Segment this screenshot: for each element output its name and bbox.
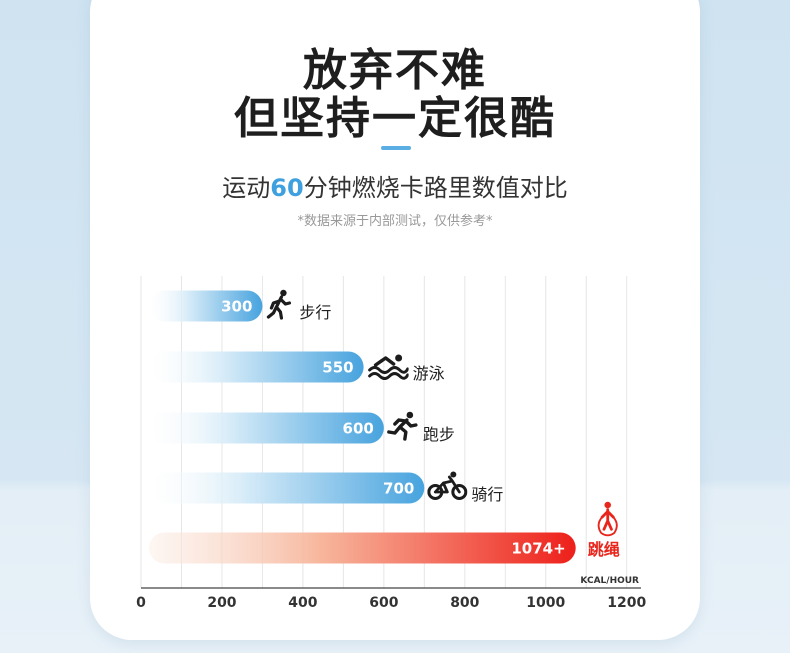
unit-label: KCAL/HOUR: [580, 576, 639, 586]
title-divider: [381, 146, 411, 150]
x-tick-label: 0: [136, 595, 146, 611]
bar-value-label: 1074+: [511, 540, 565, 558]
x-tick-label: 200: [207, 595, 236, 611]
bar-value-label: 600: [343, 420, 374, 438]
x-tick-label: 1000: [526, 595, 565, 611]
data-source-note: *数据来源于内部测试，仅供参考*: [297, 214, 493, 229]
x-tick-label: 1200: [607, 595, 646, 611]
subtitle-prefix: 运动: [222, 174, 271, 202]
bar-category-label: 步行: [299, 303, 331, 322]
bar-value-label: 550: [322, 359, 353, 377]
page-title-line2: 但坚持一定很酷: [234, 93, 556, 144]
bar-group-0: 300 步行: [149, 287, 331, 322]
running-icon: [387, 410, 418, 441]
x-tick-label: 800: [450, 595, 479, 611]
bar-group-1: 550 游泳: [149, 351, 445, 383]
jump-rope-icon: [597, 500, 619, 537]
bar-group-4: 1074+ 跳绳: [149, 500, 620, 564]
chart-bars: 300 步行 550 游泳 600 跑步 700 骑行 1074+ 跳绳: [149, 287, 620, 564]
swimming-icon: [367, 352, 409, 380]
x-tick-label: 400: [288, 595, 317, 611]
page-title-line1: 放弃不难: [303, 45, 487, 96]
walking-icon: [266, 287, 292, 320]
bar-value-label: 700: [383, 480, 414, 498]
subtitle-number: 60: [270, 174, 304, 202]
chart-subtitle: 运动60分钟燃烧卡路里数值对比: [0, 168, 790, 203]
bar: [149, 290, 263, 322]
subtitle-suffix: 分钟燃烧卡路里数值对比: [303, 174, 568, 202]
bar-group-2: 600 跑步: [149, 410, 455, 444]
cycling-icon: [427, 471, 468, 500]
bar: [149, 351, 364, 383]
x-axis: 0 200 400 600 800 1000 1200 KCAL/HOUR: [136, 576, 646, 611]
bar-category-label: 骑行: [471, 485, 503, 504]
bar: [149, 532, 576, 564]
bar-value-label: 300: [221, 298, 252, 316]
bar-group-3: 700 骑行: [149, 471, 503, 504]
bar-category-label: 游泳: [413, 364, 445, 383]
bar-category-label: 跳绳: [588, 540, 620, 559]
bar-category-label: 跑步: [423, 425, 455, 444]
bar: [149, 472, 425, 504]
bar: [149, 412, 384, 444]
x-tick-label: 600: [369, 595, 398, 611]
